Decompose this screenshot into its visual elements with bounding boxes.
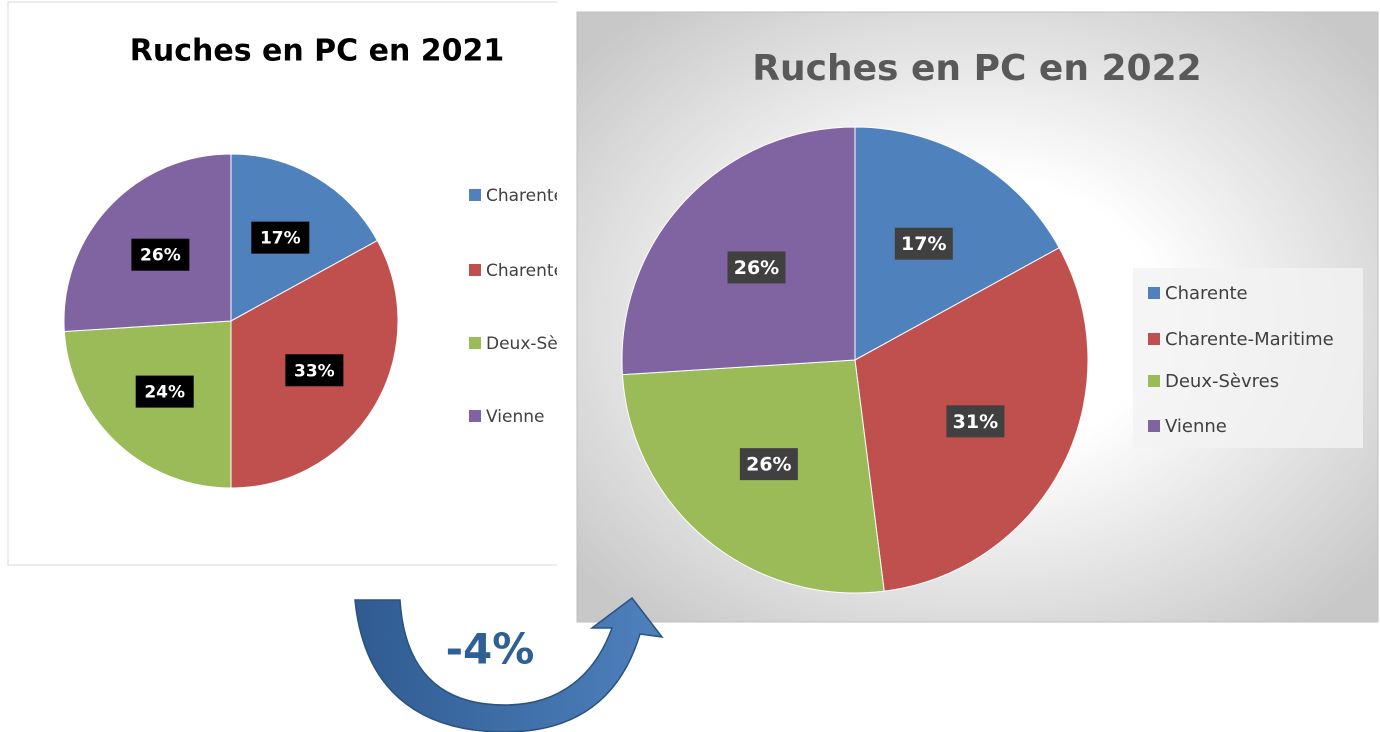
legend-swatch xyxy=(1148,333,1160,345)
chart-title: Ruches en PC en 2021 xyxy=(130,34,505,69)
annotation: -4% xyxy=(446,625,535,674)
data-label-box xyxy=(727,251,786,284)
data-label-box xyxy=(894,227,953,260)
legend-label: Charente-Maritime xyxy=(486,261,645,281)
data-label: 17% xyxy=(260,229,301,249)
chart-title: Ruches en PC en 2022 xyxy=(752,48,1201,89)
curved-arrow xyxy=(354,596,664,732)
legend-swatch xyxy=(1148,287,1160,299)
data-label-box xyxy=(131,238,190,271)
chart-2021: Ruches en PC en 2021 17% 33% 24% 26% Charente… xyxy=(7,1,645,566)
chart-2022: Ruches en PC en 2022 17% 31% 26% 26% Charente… xyxy=(576,11,1379,623)
legend-box xyxy=(1133,268,1363,448)
legend-label: Charente xyxy=(1165,283,1248,304)
legend-label: Vienne xyxy=(1165,416,1227,437)
data-label-box xyxy=(946,405,1005,438)
legend-swatch xyxy=(1148,375,1160,387)
data-label: 26% xyxy=(140,246,181,266)
data-label: 33% xyxy=(294,361,335,381)
legend-swatch xyxy=(469,410,481,422)
legend-swatch xyxy=(1148,420,1160,432)
legend-label: Deux-Sèvres xyxy=(1165,371,1279,392)
pie-slice xyxy=(854,126,1060,361)
legend-swatch xyxy=(469,189,481,201)
data-label: 17% xyxy=(901,233,946,255)
data-label: 31% xyxy=(953,411,998,433)
data-label-box xyxy=(739,448,798,481)
data-label-box xyxy=(285,354,344,387)
legend-swatch xyxy=(469,337,481,349)
data-label: 26% xyxy=(734,257,779,279)
legend-label: Charente xyxy=(486,186,564,206)
data-label: 26% xyxy=(746,454,791,476)
legend-label: Vienne xyxy=(486,407,544,427)
arrow: -4% xyxy=(354,596,664,732)
data-label-box xyxy=(251,221,310,254)
data-label: 24% xyxy=(144,383,185,403)
legend-label: Charente-Maritime xyxy=(1165,329,1334,350)
pie-slice xyxy=(621,126,856,376)
legend-label: Deux-Sèvres xyxy=(486,334,594,354)
legend-swatch xyxy=(469,264,481,276)
data-label-box xyxy=(135,375,194,408)
